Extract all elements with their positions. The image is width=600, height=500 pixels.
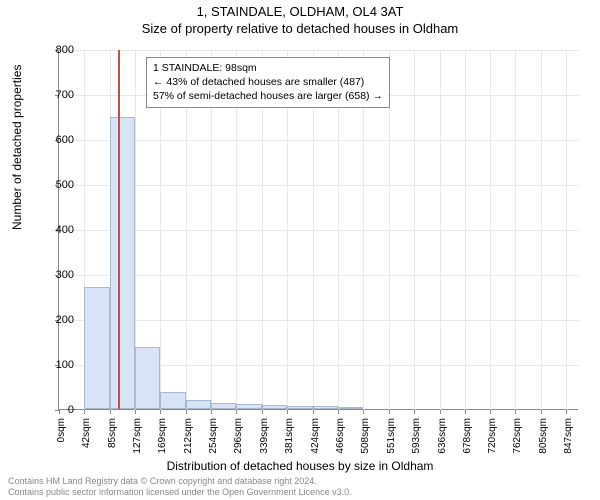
histogram-bar (186, 400, 211, 409)
ytick-label: 600 (56, 134, 74, 146)
gridline-h (59, 185, 579, 186)
xtick-label: 593sqm (411, 418, 422, 466)
gridline-v (515, 50, 516, 410)
ytick-label: 300 (56, 269, 74, 281)
chart-title-main: 1, STAINDALE, OLDHAM, OL4 3AT (0, 0, 600, 19)
xtick-label: 847sqm (563, 418, 574, 466)
gridline-v (465, 50, 466, 410)
gridline-h (59, 275, 579, 276)
ytick-label: 800 (56, 44, 74, 56)
annotation-line-1: 1 STAINDALE: 98sqm (153, 61, 383, 75)
xtick-mark (465, 410, 466, 414)
ytick-label: 100 (56, 359, 74, 371)
histogram-bar (313, 406, 338, 409)
histogram-bar (236, 404, 262, 409)
xtick-mark (490, 410, 491, 414)
annotation-line-3: 57% of semi-detached houses are larger (… (153, 89, 383, 103)
xtick-mark (160, 410, 161, 414)
xtick-label: 636sqm (437, 418, 448, 466)
xtick-label: 424sqm (310, 418, 321, 466)
xtick-mark (440, 410, 441, 414)
ytick-label: 0 (68, 404, 74, 416)
histogram-bar (160, 392, 186, 409)
gridline-h (59, 140, 579, 141)
xtick-mark (389, 410, 390, 414)
gridline-h (59, 230, 579, 231)
xtick-label: 720sqm (487, 418, 498, 466)
ytick-label: 200 (56, 314, 74, 326)
histogram-bar (211, 403, 236, 409)
xtick-mark (59, 410, 60, 414)
xtick-mark (84, 410, 85, 414)
xtick-mark (135, 410, 136, 414)
xtick-mark (338, 410, 339, 414)
gridline-h (59, 50, 579, 51)
xtick-mark (110, 410, 111, 414)
xtick-label: 466sqm (335, 418, 346, 466)
histogram-bar (84, 287, 110, 409)
xtick-label: 169sqm (157, 418, 168, 466)
chart-plot: 1 STAINDALE: 98sqm ← 43% of detached hou… (58, 50, 578, 410)
xtick-label: 805sqm (538, 418, 549, 466)
histogram-bar (338, 407, 363, 409)
xtick-label: 381sqm (284, 418, 295, 466)
xtick-mark (566, 410, 567, 414)
footer-line-2: Contains public sector information licen… (8, 487, 592, 498)
xtick-mark (363, 410, 364, 414)
xtick-label: 296sqm (233, 418, 244, 466)
xtick-mark (414, 410, 415, 414)
xtick-mark (211, 410, 212, 414)
footer-text: Contains HM Land Registry data © Crown c… (8, 476, 592, 499)
xtick-mark (186, 410, 187, 414)
histogram-bar (135, 347, 160, 409)
xtick-mark (236, 410, 237, 414)
marker-line (118, 50, 120, 409)
ytick-label: 500 (56, 179, 74, 191)
xtick-label: 0sqm (56, 418, 67, 466)
xtick-label: 85sqm (107, 418, 118, 466)
xtick-label: 254sqm (208, 418, 219, 466)
xtick-mark (541, 410, 542, 414)
gridline-v (440, 50, 441, 410)
xtick-mark (262, 410, 263, 414)
xtick-label: 212sqm (183, 418, 194, 466)
xtick-label: 339sqm (259, 418, 270, 466)
xtick-mark (287, 410, 288, 414)
histogram-bar (262, 405, 287, 410)
gridline-v (566, 50, 567, 410)
gridline-h (59, 320, 579, 321)
chart-title-sub: Size of property relative to detached ho… (0, 19, 600, 36)
gridline-v (490, 50, 491, 410)
annotation-box: 1 STAINDALE: 98sqm ← 43% of detached hou… (146, 57, 390, 108)
xtick-label: 762sqm (512, 418, 523, 466)
xtick-mark (515, 410, 516, 414)
gridline-v (541, 50, 542, 410)
annotation-line-2: ← 43% of detached houses are smaller (48… (153, 75, 383, 89)
histogram-bar (287, 406, 313, 409)
gridline-v (414, 50, 415, 410)
y-axis-label: Number of detached properties (10, 65, 24, 230)
xtick-label: 551sqm (386, 418, 397, 466)
xtick-label: 42sqm (81, 418, 92, 466)
ytick-label: 700 (56, 89, 74, 101)
ytick-label: 400 (56, 224, 74, 236)
xtick-label: 678sqm (462, 418, 473, 466)
histogram-bar (110, 117, 135, 409)
xtick-mark (313, 410, 314, 414)
xtick-label: 508sqm (360, 418, 371, 466)
xtick-label: 127sqm (132, 418, 143, 466)
footer-line-1: Contains HM Land Registry data © Crown c… (8, 476, 592, 487)
